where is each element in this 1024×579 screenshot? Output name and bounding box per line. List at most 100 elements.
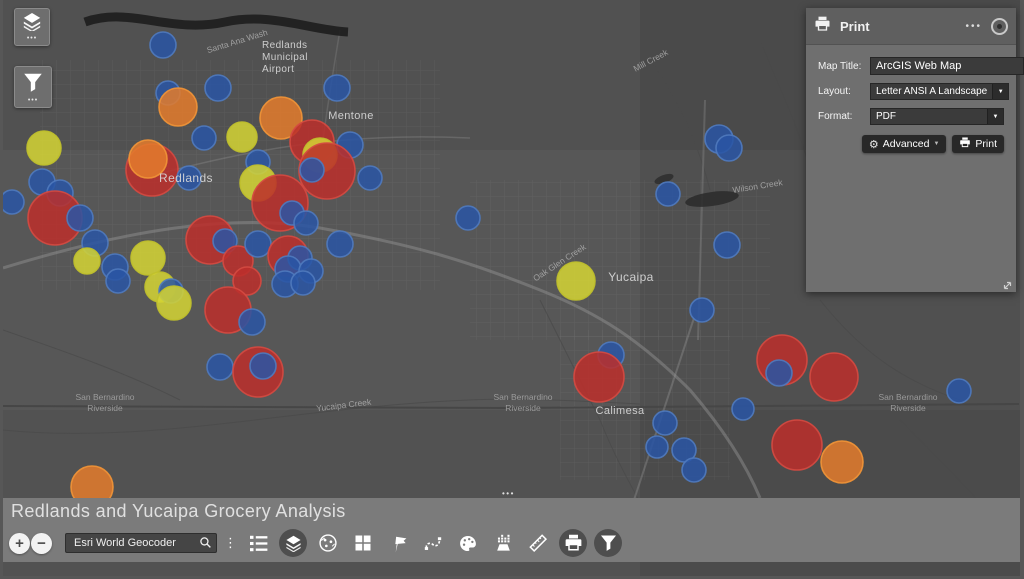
directions-icon[interactable] (419, 529, 447, 557)
map-data-circle-blue[interactable] (326, 230, 354, 258)
map-data-circle-blue[interactable] (455, 205, 481, 231)
zoom-in-button[interactable]: + (9, 532, 30, 554)
map-data-circle-blue[interactable] (715, 134, 743, 162)
bookmark-icon[interactable] (384, 529, 412, 557)
bottom-bar-drag-handle[interactable]: ••• (502, 489, 515, 498)
map-data-circle-blue[interactable] (671, 437, 697, 463)
more-dots: ••• (27, 96, 39, 104)
map-data-circle-blue[interactable] (652, 410, 678, 436)
filter-icon (22, 72, 44, 98)
map-data-circle-blue[interactable] (713, 231, 741, 259)
map-data-circle-blue[interactable] (290, 270, 316, 296)
map-data-circle-blue[interactable] (204, 74, 232, 102)
map-data-circle-blue[interactable] (105, 268, 131, 294)
map-data-circle-blue[interactable] (645, 435, 669, 459)
format-select[interactable]: PDF ▼ (870, 108, 1004, 125)
map-data-circle-orange[interactable] (820, 440, 864, 484)
map-data-circle-red[interactable] (573, 351, 625, 403)
map-data-circle-orange[interactable] (128, 139, 168, 179)
city-label: Mentone (328, 110, 374, 122)
map-data-circle-orange[interactable] (259, 96, 303, 140)
map-data-circle-red[interactable] (232, 266, 262, 296)
map-data-circle-blue[interactable] (249, 352, 277, 380)
filter-icon[interactable] (594, 529, 622, 557)
print-button[interactable]: Print (952, 135, 1004, 153)
gear-icon: ⚙ (868, 137, 879, 151)
search-input[interactable] (65, 533, 217, 553)
city-label: Redlands (159, 171, 213, 185)
map-data-circle-blue[interactable] (731, 397, 755, 421)
map-data-circle-blue[interactable] (655, 181, 681, 207)
map-data-circle-blue[interactable] (66, 204, 94, 232)
panel-resize-handle[interactable] (1002, 278, 1013, 290)
map-title-input[interactable] (870, 57, 1024, 75)
county-label: San Bernardino (493, 392, 552, 402)
area-label: Municipal (262, 52, 308, 63)
map-data-circle-yellow[interactable] (156, 285, 192, 321)
map-data-circle-blue[interactable] (357, 165, 383, 191)
map-data-circle-yellow[interactable] (556, 261, 596, 301)
map-data-circle-blue[interactable] (176, 165, 202, 191)
print-panel-body: Map Title: Layout: Letter ANSI A Landsca… (806, 45, 1024, 292)
map-data-circle-red[interactable] (298, 142, 356, 200)
map-data-circle-blue[interactable] (946, 378, 972, 404)
map-data-circle-blue[interactable] (244, 230, 272, 258)
layer-list-widget-button[interactable]: ••• (14, 8, 50, 46)
map-data-circle-blue[interactable] (681, 457, 707, 483)
map-data-circle-blue[interactable] (149, 31, 177, 59)
basemap-gallery-icon[interactable] (314, 529, 342, 557)
legend-icon[interactable] (244, 529, 272, 557)
map-data-circle-blue[interactable] (3, 189, 25, 215)
advanced-button[interactable]: ⚙ Advanced ▼ (861, 135, 947, 153)
print-panel-header[interactable]: Print ••• (806, 8, 1016, 45)
search-icon[interactable] (199, 536, 212, 554)
map-data-circle-blue[interactable] (206, 353, 234, 381)
app-title: Redlands and Yucaipa Grocery Analysis (11, 501, 346, 521)
county-label: San Bernardino (75, 392, 134, 402)
map-data-circle-yellow[interactable] (130, 240, 166, 276)
search-options-dots[interactable]: ⋮ (224, 535, 237, 551)
layer-list-icon[interactable] (279, 529, 307, 557)
area-label: Redlands (262, 40, 307, 51)
map-data-circle-blue[interactable] (293, 210, 319, 236)
zoom-out-button[interactable]: − (31, 532, 52, 554)
print-icon[interactable] (559, 529, 587, 557)
map-data-circle-blue[interactable] (299, 157, 325, 183)
draw-icon[interactable] (454, 529, 482, 557)
printer-icon (814, 16, 831, 37)
city-label: Calimesa (595, 405, 645, 417)
city-label: Yucaipa (608, 270, 654, 284)
map-data-circle-blue[interactable] (323, 74, 351, 102)
layers-icon (21, 13, 43, 36)
map-data-circle-blue[interactable] (238, 308, 266, 336)
area-label: Airport (262, 64, 294, 75)
apps-grid-icon[interactable] (349, 529, 377, 557)
river-wash (83, 12, 739, 207)
more-dots: ••• (26, 35, 38, 42)
layout-select[interactable]: Letter ANSI A Landscape ▼ (870, 83, 1010, 100)
print-panel-title: Print (840, 18, 870, 34)
panel-close-icon[interactable] (991, 17, 1008, 35)
map-data-circle-yellow[interactable] (73, 247, 101, 275)
map-data-circle-orange[interactable] (158, 87, 198, 127)
infographic-icon[interactable] (489, 529, 517, 557)
county-label: Riverside (87, 403, 123, 413)
bottom-toolbar: Redlands and Yucaipa Grocery Analysis + … (3, 498, 1020, 562)
map-data-circle-blue[interactable] (191, 125, 217, 151)
county-boundary-line (3, 403, 1020, 410)
measure-icon[interactable] (524, 529, 552, 557)
chevron-down-icon: ▼ (992, 84, 1009, 99)
map-title-label: Map Title: (818, 60, 862, 72)
map-data-circle-blue[interactable] (689, 297, 715, 323)
map-data-circle-red[interactable] (809, 352, 859, 402)
panel-menu-dots[interactable]: ••• (965, 20, 982, 32)
grocery-data-points (3, 31, 972, 509)
map-data-circle-yellow[interactable] (26, 130, 62, 166)
filter-widget-button[interactable]: ••• (14, 66, 52, 108)
chevron-down-icon: ▼ (987, 109, 1003, 124)
map-data-circle-blue[interactable] (765, 359, 793, 387)
map-data-circle-yellow[interactable] (226, 121, 258, 153)
county-label: Riverside (505, 403, 541, 413)
map-data-circle-red[interactable] (771, 419, 823, 471)
